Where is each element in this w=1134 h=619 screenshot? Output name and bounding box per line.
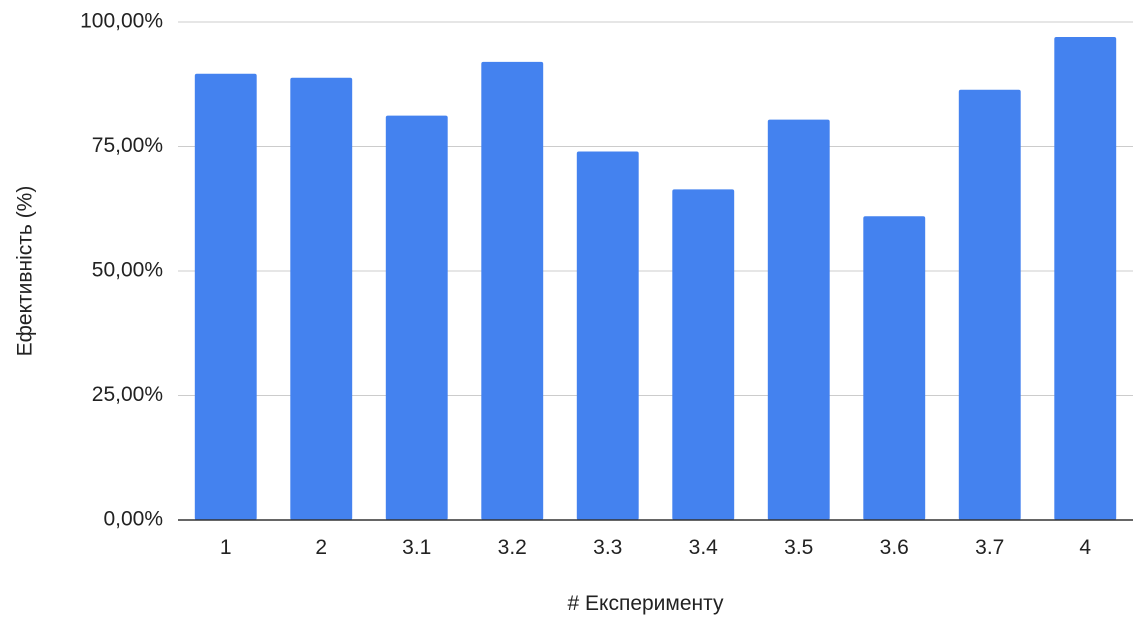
- x-tick-label: 3.2: [498, 536, 527, 559]
- y-tick-labels: 0,00% 25,00% 50,00% 75,00% 100,00%: [80, 10, 163, 531]
- y-tick-label: 75,00%: [92, 134, 163, 157]
- y-axis-title: Ефективність (%): [14, 186, 37, 357]
- bar: [481, 61, 544, 521]
- bar: [958, 89, 1021, 520]
- x-tick-label: 3.4: [689, 536, 719, 559]
- bars: [194, 36, 1117, 521]
- y-tick-label: 100,00%: [80, 10, 163, 33]
- x-tick-label: 3.1: [402, 536, 431, 559]
- x-tick-label: 4: [1079, 536, 1091, 559]
- bar: [385, 115, 448, 521]
- bar: [290, 77, 353, 520]
- x-tick-label: 3.6: [880, 536, 909, 559]
- x-tick-label: 1: [220, 536, 232, 559]
- x-tick-label: 3.3: [593, 536, 622, 559]
- y-tick-label: 0,00%: [103, 508, 163, 531]
- bar: [194, 73, 257, 521]
- x-tick-labels: 1 2 3.1 3.2 3.3 3.4 3.5 3.6 3.7 4: [220, 536, 1092, 559]
- y-tick-label: 50,00%: [92, 259, 163, 282]
- x-tick-label: 3.5: [784, 536, 813, 559]
- bar: [767, 119, 830, 520]
- bar: [672, 189, 735, 520]
- bar: [863, 216, 926, 520]
- bar: [576, 151, 639, 521]
- x-tick-label: 2: [315, 536, 327, 559]
- x-tick-label: 3.7: [975, 536, 1004, 559]
- y-tick-label: 25,00%: [92, 383, 163, 406]
- bar: [1054, 36, 1117, 520]
- x-axis-title: # Експерименту: [568, 592, 724, 615]
